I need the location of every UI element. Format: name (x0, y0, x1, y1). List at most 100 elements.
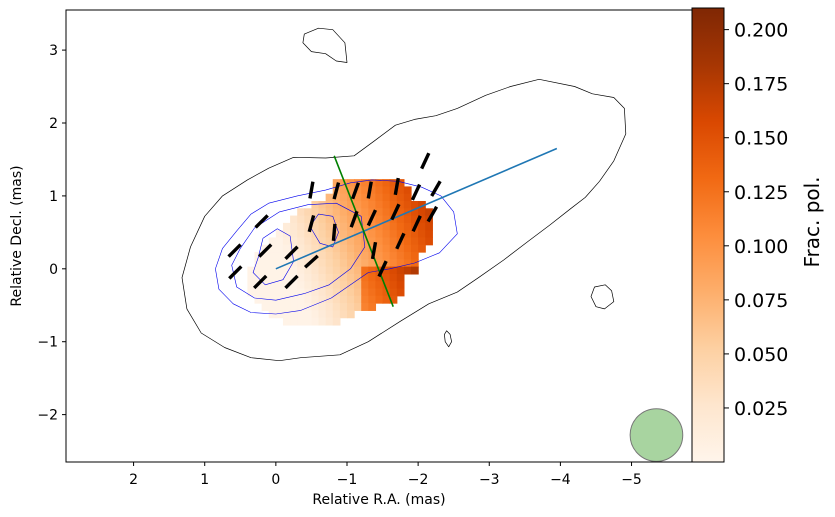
heatmap-cell (297, 310, 305, 319)
evpa-vector (426, 205, 439, 223)
evpa-vector (420, 152, 431, 170)
heatmap-cell (368, 237, 377, 246)
heatmap-cell (282, 237, 291, 246)
heatmap-cell (318, 259, 327, 268)
heatmap-cell (389, 281, 398, 290)
heatmap-cell (339, 186, 348, 195)
heatmap-cell (318, 215, 327, 224)
heatmap-cell (425, 230, 433, 239)
heatmap-cell (418, 237, 426, 246)
evpa-vector (366, 209, 378, 227)
beam-circle (629, 408, 684, 462)
heatmap-cell (311, 222, 320, 231)
heatmap-cell (268, 237, 277, 246)
heatmap-cell (368, 230, 377, 239)
heatmap-cell (354, 303, 362, 311)
heatmap-cell (346, 266, 355, 275)
heatmap-cell (339, 303, 348, 311)
heatmap-cell (311, 230, 320, 239)
heatmap-cell (254, 288, 263, 297)
heatmap-cell (247, 266, 256, 275)
heatmap-cell (382, 193, 391, 202)
heatmap-cell (368, 281, 377, 290)
heatmap-cell (325, 266, 334, 275)
heatmap-cell (290, 303, 298, 311)
heatmap-cell (290, 266, 298, 275)
evpa-vector (284, 245, 299, 260)
y-tick-label: 1 (49, 189, 58, 205)
heatmap-cell (375, 179, 384, 188)
heatmap-cell (346, 201, 355, 209)
heatmap-cell (332, 201, 341, 209)
heatmap-cell (411, 237, 419, 246)
heatmap-cell (418, 244, 426, 253)
evpa-vector (370, 241, 378, 260)
heatmap-cell (354, 244, 362, 253)
heatmap-cell (354, 237, 362, 246)
heatmap-cell (346, 186, 355, 195)
heatmap-cell (382, 179, 391, 188)
heatmap-cell (311, 259, 320, 268)
heatmap-cell (304, 237, 313, 246)
x-tick-label: −3 (479, 472, 500, 488)
heatmap-cell (325, 281, 334, 290)
heatmap-cell (297, 215, 305, 224)
evpa-vector (430, 180, 442, 197)
heatmap-cell (403, 193, 412, 202)
heatmap-cell (361, 273, 369, 282)
heatmap-cell (304, 281, 313, 290)
evpa-vector (227, 243, 242, 258)
heatmap-cell (268, 266, 277, 275)
heatmap-cell (354, 295, 362, 304)
heatmap-cell (332, 244, 341, 253)
heatmap-cell (311, 281, 320, 290)
heatmap-cell (325, 252, 334, 260)
heatmap-cell (318, 252, 327, 260)
evpa-vector (366, 181, 373, 199)
heatmap-cell (382, 288, 391, 297)
heatmap-cell (354, 222, 362, 231)
heatmap-cell (403, 186, 412, 195)
heatmap-cell (346, 303, 355, 311)
heatmap-cell (254, 259, 263, 268)
heatmap-cell (389, 252, 398, 260)
heatmap-cell (403, 222, 412, 231)
heatmap-cell (346, 179, 355, 188)
heatmap-cell (382, 295, 391, 304)
evpa-vector (307, 214, 316, 233)
heatmap-cell (311, 288, 320, 297)
heatmap-cell (339, 244, 348, 253)
heatmap-cell (332, 193, 341, 202)
heatmap-cell (339, 295, 348, 304)
heatmap-cell (304, 273, 313, 282)
heatmap-cell (396, 252, 405, 260)
heatmap-cell (411, 266, 419, 275)
evpa-vector (228, 265, 243, 280)
colorbar-tick-label: 0.175 (734, 74, 788, 96)
y-tick-label: −2 (37, 408, 58, 424)
heatmap-cell (411, 259, 419, 268)
y-tick-label: 2 (49, 116, 58, 132)
heatmap-cell (275, 273, 284, 282)
heatmap-cell (325, 208, 334, 217)
heatmap-cell (418, 201, 426, 209)
evpa-vector (390, 203, 401, 221)
heatmap-cell (290, 295, 298, 304)
heatmap-cell (290, 222, 298, 231)
x-tick-label: −1 (337, 472, 358, 488)
x-tick-label: −2 (408, 472, 429, 488)
heatmap-cell (332, 215, 341, 224)
heatmap-cell (275, 295, 284, 304)
heatmap-cell (403, 237, 412, 246)
heatmap-cell (346, 252, 355, 260)
heatmap-cell (389, 295, 398, 304)
heatmap-cell (297, 252, 305, 260)
heatmap-cell (346, 208, 355, 217)
heatmap-cell (275, 252, 284, 260)
heatmap-cell (332, 295, 341, 304)
heatmap-cell (389, 244, 398, 253)
heatmap-cell (325, 201, 334, 209)
heatmap-cell (375, 215, 384, 224)
perpendicular-line (333, 155, 394, 308)
heatmap-cell (261, 281, 270, 290)
